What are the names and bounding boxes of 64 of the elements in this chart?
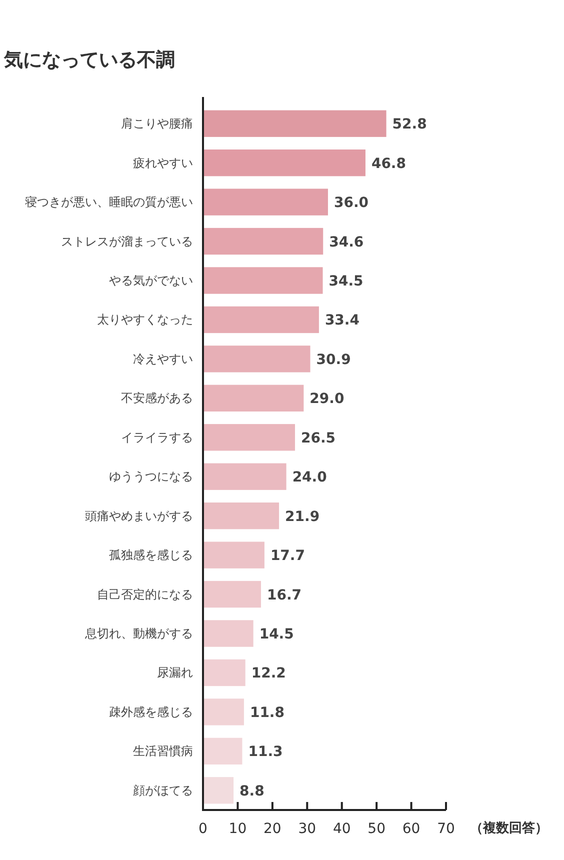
data-label: 30.9: [316, 352, 351, 368]
data-label: 21.9: [285, 508, 320, 525]
data-label: 26.5: [300, 430, 336, 446]
y-tick-label: 頭痛やめまいがする: [85, 508, 193, 523]
x-tick-label: 30: [298, 821, 316, 837]
bar: [203, 659, 246, 686]
bar: [203, 306, 319, 334]
data-label: 24.0: [292, 470, 328, 486]
x-tick-label: 60: [402, 821, 420, 837]
data-label: 16.7: [266, 587, 302, 604]
x-tick-label: 40: [332, 821, 351, 837]
bar: [203, 228, 324, 255]
x-tick-label: 20: [264, 821, 282, 837]
bar: [203, 150, 366, 176]
y-tick-label: 息切れ、動機がする: [84, 626, 193, 640]
bar: [203, 267, 323, 294]
y-tick-label: イライラする: [121, 430, 193, 444]
bar: [203, 110, 386, 137]
bar: [203, 542, 264, 568]
data-label: 17.7: [270, 548, 305, 564]
data-label: 36.0: [334, 195, 369, 212]
bar: [203, 698, 244, 726]
bar: [203, 777, 234, 804]
y-tick-label: 寝つきが悪い、睡眠の質が悪い: [25, 195, 193, 210]
y-tick-label: 尿漏れ: [157, 666, 193, 680]
data-label: 12.2: [251, 666, 286, 682]
bar: [203, 620, 254, 647]
bar: [203, 188, 328, 216]
x-tick-label: 50: [368, 821, 386, 837]
y-tick-label: 不安感がある: [121, 391, 193, 406]
bar: [203, 738, 242, 764]
bar: [203, 346, 310, 372]
y-tick-label: ゆううつになる: [109, 470, 193, 484]
y-tick-label: ストレスが溜まっている: [61, 234, 193, 248]
data-label: 34.6: [329, 234, 364, 250]
bar: [203, 384, 304, 412]
x-tick-label: 0: [198, 821, 208, 837]
data-label: 34.5: [328, 274, 364, 290]
data-label: 33.4: [324, 312, 360, 329]
x-axis-title: （複数回答）: [470, 820, 548, 836]
data-label: 14.5: [259, 626, 294, 642]
data-label: 52.8: [392, 116, 427, 133]
x-tick-label: 70: [437, 821, 455, 837]
x-tick-label: 10: [228, 821, 247, 837]
chart-title: 気になっている不調: [3, 49, 175, 71]
data-label: 11.3: [248, 744, 283, 760]
data-label: 29.0: [310, 391, 344, 408]
y-tick-label: 孤独感を感じる: [109, 548, 193, 562]
data-label: 8.8: [240, 783, 264, 800]
bar: [203, 424, 295, 451]
data-label: 46.8: [371, 156, 406, 172]
y-tick-label: 肩こりや腰痛: [121, 116, 193, 131]
y-tick-label: 自己否定的になる: [97, 587, 193, 602]
y-tick-label: 疎外感を感じる: [109, 704, 193, 719]
y-tick-label: 生活習慣病: [133, 744, 193, 758]
data-label: 11.8: [250, 704, 285, 721]
y-tick-label: 冷えやすい: [133, 352, 193, 366]
y-tick-label: やる気がでない: [109, 274, 193, 288]
y-tick-label: 太りやすくなった: [97, 312, 193, 327]
y-tick-label: 疲れやすい: [133, 156, 193, 170]
bar: [203, 463, 286, 490]
bar: [203, 580, 261, 608]
bar: [203, 502, 280, 530]
y-tick-label: 顔がほてる: [133, 783, 193, 798]
